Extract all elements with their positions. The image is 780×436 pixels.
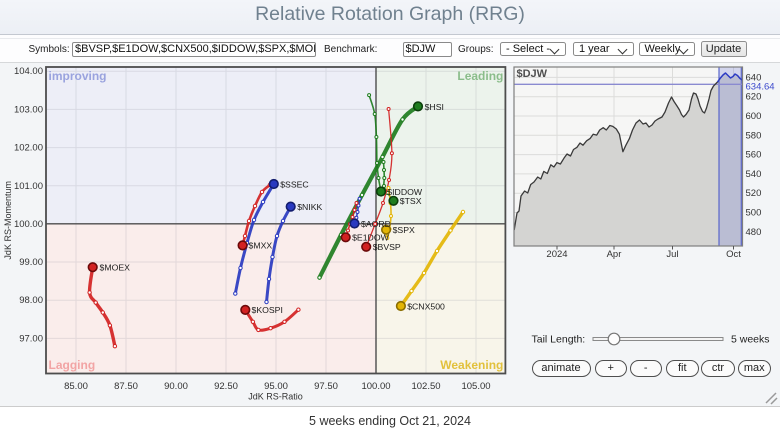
svg-text:98.00: 98.00 bbox=[19, 295, 43, 306]
svg-text:480: 480 bbox=[746, 227, 762, 238]
svg-text:2024: 2024 bbox=[546, 249, 567, 260]
svg-text:520: 520 bbox=[746, 188, 762, 199]
svg-text:Oct: Oct bbox=[726, 249, 741, 260]
svg-text:$E1DOW: $E1DOW bbox=[352, 233, 389, 243]
svg-text:JdK RS-Momentum: JdK RS-Momentum bbox=[3, 181, 13, 260]
svg-text:85.00: 85.00 bbox=[64, 381, 88, 392]
svg-text:$CNX500: $CNX500 bbox=[407, 301, 445, 311]
svg-text:$MXX: $MXX bbox=[249, 241, 273, 251]
svg-text:$HSI: $HSI bbox=[425, 102, 444, 112]
svg-text:102.50: 102.50 bbox=[411, 381, 440, 392]
svg-text:634.64: 634.64 bbox=[746, 82, 775, 93]
svg-text:87.50: 87.50 bbox=[114, 381, 138, 392]
svg-text:640: 640 bbox=[746, 72, 762, 83]
svg-text:Weakening: Weakening bbox=[440, 358, 503, 372]
svg-text:Tail Length:: Tail Length: bbox=[532, 334, 586, 346]
svg-text:500: 500 bbox=[746, 208, 762, 219]
svg-text:$DJW: $DJW bbox=[517, 68, 548, 80]
svg-text:540: 540 bbox=[746, 169, 762, 180]
svg-text:Apr: Apr bbox=[607, 249, 622, 260]
svg-text:$TSX: $TSX bbox=[400, 196, 422, 206]
svg-text:$BVSP: $BVSP bbox=[373, 242, 401, 252]
svg-text:103.00: 103.00 bbox=[14, 104, 43, 115]
svg-text:$MOEX: $MOEX bbox=[100, 262, 131, 272]
svg-text:95.00: 95.00 bbox=[264, 381, 288, 392]
svg-text:600: 600 bbox=[746, 111, 762, 122]
svg-text:97.00: 97.00 bbox=[19, 333, 43, 344]
svg-text:$SSEC: $SSEC bbox=[280, 179, 309, 189]
svg-text:105.00: 105.00 bbox=[461, 381, 490, 392]
svg-text:97.50: 97.50 bbox=[314, 381, 338, 392]
svg-text:92.50: 92.50 bbox=[214, 381, 238, 392]
svg-text:560: 560 bbox=[746, 150, 762, 161]
svg-text:101.00: 101.00 bbox=[14, 181, 43, 192]
svg-text:104.00: 104.00 bbox=[14, 66, 43, 77]
svg-text:improving: improving bbox=[49, 69, 107, 83]
svg-text:99.00: 99.00 bbox=[19, 257, 43, 268]
svg-text:620: 620 bbox=[746, 92, 762, 103]
svg-text:Lagging: Lagging bbox=[49, 358, 96, 372]
svg-text:$NIKK: $NIKK bbox=[297, 202, 322, 212]
svg-text:580: 580 bbox=[746, 130, 762, 141]
svg-text:$SPX: $SPX bbox=[393, 225, 415, 235]
svg-text:Leading: Leading bbox=[457, 69, 503, 83]
svg-text:102.00: 102.00 bbox=[14, 143, 43, 154]
svg-text:$IDDOW: $IDDOW bbox=[387, 187, 423, 197]
svg-text:$AORD: $AORD bbox=[361, 219, 391, 229]
svg-text:JdK RS-Ratio: JdK RS-Ratio bbox=[248, 392, 303, 402]
svg-text:5 weeks: 5 weeks bbox=[731, 334, 770, 346]
svg-text:100.00: 100.00 bbox=[14, 219, 43, 230]
svg-text:$KOSPI: $KOSPI bbox=[252, 305, 283, 315]
svg-text:90.00: 90.00 bbox=[164, 381, 188, 392]
svg-text:Jul: Jul bbox=[666, 249, 678, 260]
svg-text:100.00: 100.00 bbox=[361, 381, 390, 392]
